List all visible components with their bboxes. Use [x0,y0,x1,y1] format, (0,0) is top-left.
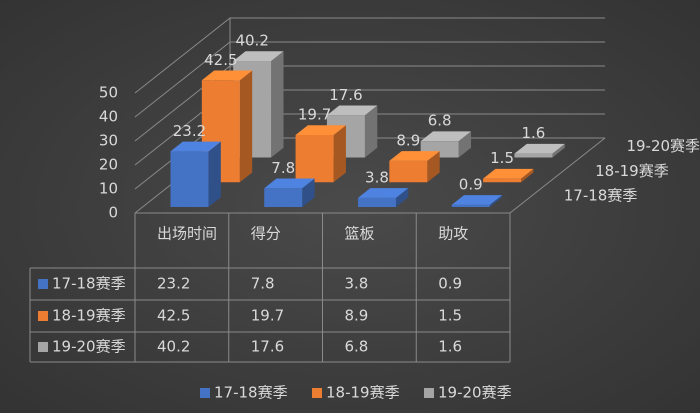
value-label: 23.2 [173,122,206,140]
value-label: 8.9 [396,131,420,149]
table-header: 出场时间 [157,225,217,243]
bar-top [326,105,378,116]
bar [483,168,534,183]
table-cell: 1.5 [438,307,462,325]
value-label: 7.8 [271,159,295,177]
bar-side [552,143,565,158]
legend-key [200,388,210,398]
bar-front [483,178,522,183]
table-row-label: 19-20赛季 [52,338,126,356]
value-label: 0.9 [459,175,483,193]
bar-side [208,141,221,207]
table-cell: 23.2 [157,275,190,293]
value-label: 40.2 [235,32,268,50]
table-legend-key [38,342,48,352]
table-legend-key [38,279,48,289]
bar [264,178,315,207]
bar-top [357,188,409,198]
depth-axis-label: 18-19赛季 [595,162,669,180]
value-label: 1.6 [521,124,545,142]
legend-label: 19-20赛季 [438,384,512,402]
bar-top [420,131,472,142]
table-legend-key [38,311,48,321]
bar-side [521,168,534,183]
bar-side [458,131,472,158]
value-label: 1.5 [490,149,514,167]
legend-label: 17-18赛季 [214,384,288,402]
bar-top [451,195,503,205]
bar-side [302,178,315,207]
bar [357,188,409,207]
bar-top [389,151,440,161]
table-header: 篮板 [345,225,375,243]
bar-top [201,70,253,81]
bar-front [170,151,209,207]
y-tick-label: 50 [99,84,118,102]
bar-side [271,51,284,158]
bar-top [233,51,284,62]
depth-axis-label: 19-20赛季 [626,137,700,155]
bar-side [489,195,503,207]
y-tick-label: 20 [99,156,118,174]
bar-top [295,125,346,135]
bar-front [357,197,396,207]
table-cell: 42.5 [157,307,190,325]
table-cell: 8.9 [345,307,369,325]
bar-side [333,125,346,183]
bar-front [295,134,334,183]
bar-side [239,70,253,183]
bar-front [264,188,303,207]
value-label: 3.8 [365,168,389,186]
table-cell: 17.6 [251,338,284,356]
legend-label: 18-19赛季 [326,384,400,402]
legend-key [312,388,322,398]
bar-top [514,143,565,154]
table-cell: 6.8 [345,338,369,356]
table-row-label: 18-19赛季 [52,307,126,325]
table-cell: 1.6 [438,338,462,356]
table-cell: 19.7 [251,307,284,325]
table-cell: 3.8 [345,275,369,293]
bar [170,141,221,207]
table-cell: 0.9 [438,275,462,293]
value-label: 42.5 [204,51,237,69]
table-row-label: 17-18赛季 [52,275,126,293]
bar-front [514,153,553,158]
value-label: 6.8 [428,112,452,130]
table-cell: 7.8 [251,275,275,293]
value-label: 19.7 [298,105,331,123]
table-cell: 40.2 [157,338,190,356]
y-tick-label: 0 [108,204,118,222]
bar-side [364,105,378,158]
bar [514,143,565,158]
bar-side [395,188,409,207]
y-tick-label: 10 [99,180,118,198]
depth-axis-label: 17-18赛季 [564,187,638,205]
bar-side [427,151,440,183]
bar [389,151,440,183]
value-label: 17.6 [329,86,362,104]
bar-top [483,168,534,179]
table-header: 助攻 [438,225,468,243]
bar-front [451,204,490,207]
y-tick-label: 40 [99,108,118,126]
bar-front [389,160,428,183]
bar [295,125,346,183]
table-header: 得分 [251,225,281,243]
bar-top [264,178,315,189]
y-tick-label: 30 [99,132,118,150]
legend-key [424,388,434,398]
bar-top [170,141,221,152]
bar [451,195,503,207]
